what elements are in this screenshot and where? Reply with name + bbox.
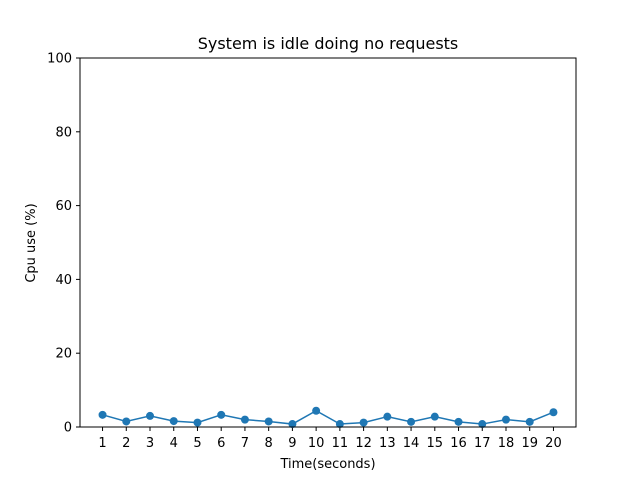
x-tick-label: 9 [288, 436, 296, 451]
data-point [501, 415, 510, 424]
x-tick-label: 1 [98, 436, 106, 451]
x-tick-label: 2 [122, 436, 130, 451]
x-tick-label: 4 [170, 436, 178, 451]
y-axis-label: Cpu use (%) [24, 203, 39, 282]
data-point [193, 418, 202, 427]
x-tick-label: 10 [308, 436, 325, 451]
plot-area [80, 58, 576, 427]
x-axis-ticks: 1 2 3 4 5 6 7 8 9 10 11 12 13 14 15 16 17 18 19 20 [98, 427, 562, 451]
data-point [122, 417, 131, 426]
data-point [407, 417, 416, 426]
x-tick-label: 18 [498, 436, 515, 451]
x-tick-label: 3 [146, 436, 154, 451]
x-tick-label: 14 [403, 436, 420, 451]
x-tick-label: 8 [265, 436, 273, 451]
data-point [217, 410, 226, 419]
y-tick-label: 80 [55, 125, 72, 140]
plot-frame [79, 57, 577, 428]
x-tick-label: 7 [241, 436, 249, 451]
data-point [146, 411, 155, 420]
data-point [525, 417, 534, 426]
chart-title: System is idle doing no requests [198, 34, 459, 53]
x-tick-label: 16 [450, 436, 467, 451]
y-tick-label: 0 [64, 421, 72, 436]
series-layer [98, 406, 558, 429]
data-point [359, 418, 368, 427]
x-tick-label: 20 [545, 436, 562, 451]
x-tick-label: 15 [427, 436, 444, 451]
x-tick-label: 12 [355, 436, 372, 451]
x-axis-label: Time(seconds) [279, 457, 375, 472]
y-tick-label: 100 [47, 52, 72, 67]
data-point [264, 417, 273, 426]
data-point [335, 420, 344, 429]
data-point [312, 406, 321, 415]
y-tick-label: 20 [55, 347, 72, 362]
x-tick-label: 5 [193, 436, 201, 451]
data-point [454, 417, 463, 426]
x-tick-label: 11 [332, 436, 349, 451]
data-point [383, 412, 392, 421]
data-point [549, 408, 558, 417]
y-tick-label: 60 [55, 199, 72, 214]
data-point [240, 415, 249, 424]
x-tick-label: 17 [474, 436, 491, 451]
x-tick-label: 19 [521, 436, 538, 451]
y-axis-ticks: 0 20 40 60 80 100 [47, 52, 80, 436]
data-point [430, 412, 439, 421]
x-tick-label: 6 [217, 436, 225, 451]
data-point [288, 420, 297, 429]
y-tick-label: 40 [55, 273, 72, 288]
data-point [478, 420, 487, 429]
data-point [169, 417, 178, 426]
data-point [98, 410, 107, 419]
x-tick-label: 13 [379, 436, 396, 451]
